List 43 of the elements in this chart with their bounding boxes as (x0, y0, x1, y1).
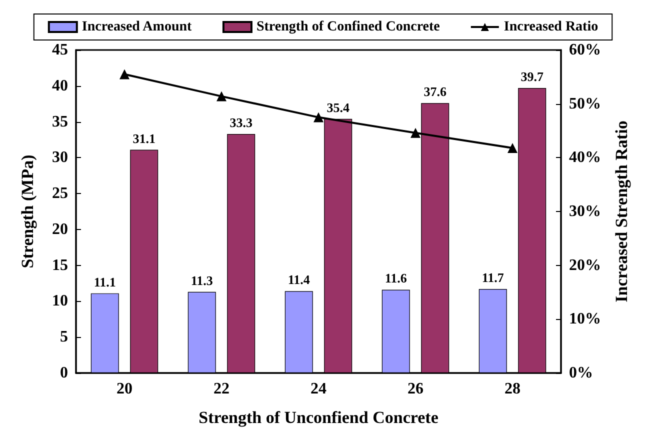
data-label: 31.1 (132, 130, 156, 146)
y-tick-label: 25 (52, 185, 68, 202)
data-label: 11.4 (288, 272, 310, 288)
y-tick-label: 5 (60, 328, 68, 346)
x-tick-label: 28 (504, 380, 520, 398)
y-tick-label: 45 (52, 42, 68, 58)
point (314, 112, 324, 122)
y2-tick-label: 20% (569, 256, 601, 274)
y2-tick-label: 50% (569, 95, 601, 112)
data-label: 35.4 (326, 100, 350, 115)
y-tick-label: 40 (52, 77, 68, 94)
legend-label: Increased Ratio (504, 20, 598, 34)
y2-tick-label: 10% (569, 310, 601, 328)
y2-tick-label: 60% (569, 42, 601, 58)
y2-tick-label: 40% (569, 149, 601, 166)
point (410, 128, 420, 138)
data-label: 11.6 (384, 270, 408, 286)
x-tick-label: 26 (408, 380, 424, 398)
legend-label: Strength of Confined Concrete (256, 20, 440, 34)
data-label: 11.7 (482, 270, 504, 286)
y2-tick-label: 30% (569, 203, 601, 220)
x-tick-label: 24 (310, 380, 326, 398)
y-tick-label: 0 (60, 364, 68, 382)
data-label: 39.7 (520, 69, 544, 84)
y-tick-label: 30 (52, 149, 68, 166)
data-label: 33.3 (230, 114, 253, 130)
y-tick-label: 10 (52, 292, 68, 310)
y-tick-label: 35 (52, 113, 68, 130)
x-tick-label: 20 (116, 380, 132, 398)
x-tick-label: 22 (214, 380, 230, 398)
y-axis-title: Strength (MPa) (18, 154, 37, 268)
y2-axis-title: Increased Strength Ratio (612, 120, 631, 302)
point (216, 91, 226, 102)
data-label: 11.1 (94, 274, 116, 290)
point (120, 69, 130, 80)
legend-label: Increased Amount (82, 20, 192, 34)
point (508, 142, 518, 153)
y2-tick-label: 0% (569, 364, 593, 382)
data-label: 11.3 (190, 272, 214, 288)
y-tick-label: 15 (52, 256, 68, 274)
data-label: 37.6 (424, 84, 447, 100)
x-axis-title: Strength of Unconfiend Concrete (198, 408, 439, 427)
y-tick-label: 20 (52, 220, 68, 238)
